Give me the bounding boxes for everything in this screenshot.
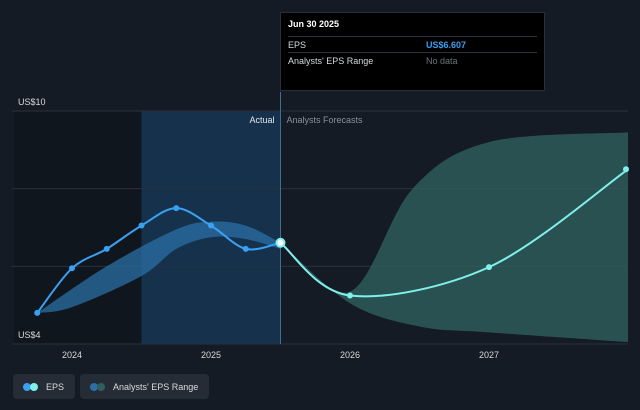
tooltip: Jun 30 2025 EPS US$6.607 Analysts' EPS R… — [280, 12, 545, 91]
past-shade — [14, 111, 142, 344]
section-label-actual: Actual — [249, 115, 274, 125]
eps-point-forecast-1 — [347, 292, 353, 299]
eps-point-actual-6 — [242, 245, 249, 252]
y-label-top: US$10 — [18, 97, 46, 107]
eps-point-forecast-2 — [486, 264, 492, 271]
eps-legend-icon — [23, 382, 41, 391]
range-legend-icon — [90, 382, 108, 391]
x-tick-2025: 2025 — [201, 350, 221, 360]
eps-point-actual-1 — [69, 265, 75, 272]
section-label-forecast: Analysts Forecasts — [287, 115, 364, 125]
eps-point-actual-3 — [138, 222, 145, 229]
eps-line-forecast — [279, 168, 629, 298]
tooltip-range-label: Analysts' EPS Range — [288, 56, 374, 66]
eps-line-actual — [36, 207, 281, 314]
tooltip-date: Jun 30 2025 — [288, 19, 340, 29]
legend-eps-label: EPS — [46, 381, 65, 392]
eps-point-current — [275, 237, 286, 248]
y-label-bottom: US$4 — [18, 330, 41, 340]
x-tick-2024: 2024 — [62, 350, 82, 360]
eps-point-actual-2 — [103, 245, 110, 252]
legend-item-eps[interactable]: EPS — [13, 374, 76, 399]
x-tick-2026: 2026 — [340, 350, 360, 360]
tooltip-eps-value: US$6.607 — [426, 40, 467, 50]
range-band-actual — [37, 221, 281, 313]
eps-point-actual-4 — [173, 205, 180, 212]
eps-point-forecast-3 — [623, 166, 629, 173]
tooltip-eps-label: EPS — [288, 40, 307, 50]
tooltip-range-value: No data — [426, 56, 458, 66]
tooltip-eps-row: EPS US$6.607 — [288, 36, 537, 52]
range-band-forecast — [280, 132, 628, 343]
legend: EPS Analysts' EPS Range — [13, 374, 210, 399]
eps-point-actual-0 — [34, 309, 41, 316]
legend-range-label: Analysts' EPS Range — [113, 381, 199, 392]
tooltip-range-row: Analysts' EPS Range No data — [288, 52, 537, 68]
x-tick-2027: 2027 — [479, 350, 499, 360]
legend-item-range[interactable]: Analysts' EPS Range — [80, 374, 210, 399]
eps-point-actual-5 — [208, 222, 214, 229]
